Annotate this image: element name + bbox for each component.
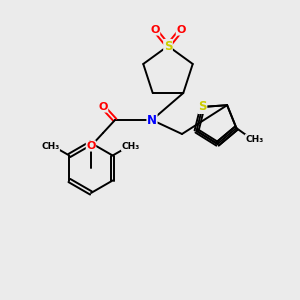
Text: O: O [98, 102, 108, 112]
Text: N: N [147, 113, 157, 127]
Text: O: O [176, 25, 186, 35]
Text: CH₃: CH₃ [41, 142, 59, 151]
Text: O: O [86, 141, 96, 151]
Text: S: S [164, 40, 172, 52]
Text: CH₃: CH₃ [245, 135, 263, 144]
Text: O: O [150, 25, 160, 35]
Text: CH₃: CH₃ [122, 142, 140, 151]
Text: S: S [198, 100, 207, 113]
